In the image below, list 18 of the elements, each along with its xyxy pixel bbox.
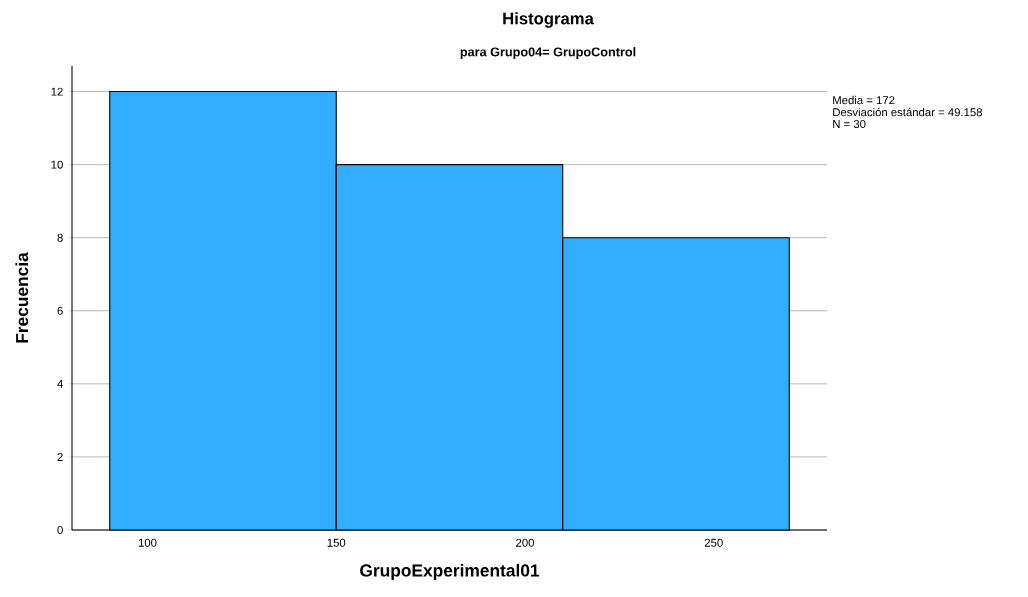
chart-subtitle: para Grupo04= GrupoControl xyxy=(460,47,636,59)
x-tick-label: 200 xyxy=(516,538,535,547)
y-tick-label: 10 xyxy=(51,160,63,169)
text: N = 30 xyxy=(833,119,866,128)
x-tick-label: 100 xyxy=(138,538,157,547)
x-tick-label: 150 xyxy=(327,538,346,547)
text: Desviación estándar = 49.158 xyxy=(833,107,983,117)
y-tick-label: 4 xyxy=(57,379,63,388)
y-tick-label: 2 xyxy=(57,452,63,461)
y-tick-label: 8 xyxy=(57,233,63,242)
x-tick-label: 250 xyxy=(704,538,723,547)
chart-title: Histograma xyxy=(503,12,594,28)
y-axis-title: Frecuencia xyxy=(15,252,29,343)
y-tick-label: 6 xyxy=(57,306,63,315)
x-axis-title: GrupoExperimental01 xyxy=(360,563,540,581)
y-tick-label: 12 xyxy=(51,87,63,96)
y-tick-label: 0 xyxy=(57,526,63,535)
text: Media = 172 xyxy=(833,95,895,105)
